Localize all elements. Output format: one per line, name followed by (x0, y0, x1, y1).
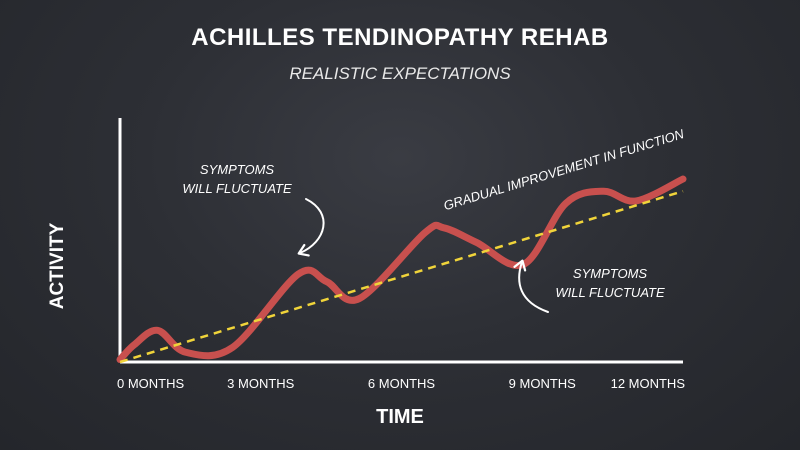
x-tick-label-3: 9 MONTHS (509, 376, 577, 391)
chart-title: ACHILLES TENDINOPATHY REHAB (191, 24, 609, 51)
x-tick-label-2: 6 MONTHS (368, 376, 436, 391)
symptom-curve (116, 175, 687, 364)
trend-line (119, 190, 684, 364)
annotation-2-arrow (513, 259, 549, 313)
annotation-1-line-2: WILL FLUCTUATE (182, 181, 292, 196)
x-axis-label: TIME (376, 406, 424, 428)
annotation-1-line-1: SYMPTOMS (200, 162, 274, 177)
x-tick-label-4: 12 MONTHS (611, 376, 686, 391)
x-tick-label-0: 0 MONTHS (117, 376, 185, 391)
annotation-2-line-1: SYMPTOMS (573, 266, 647, 281)
annotation-2-line-2: WILL FLUCTUATE (555, 285, 665, 300)
annotation-1-arrow (297, 198, 325, 257)
chart-subtitle: REALISTIC EXPECTATIONS (289, 64, 511, 83)
x-tick-label-1: 3 MONTHS (227, 376, 295, 391)
